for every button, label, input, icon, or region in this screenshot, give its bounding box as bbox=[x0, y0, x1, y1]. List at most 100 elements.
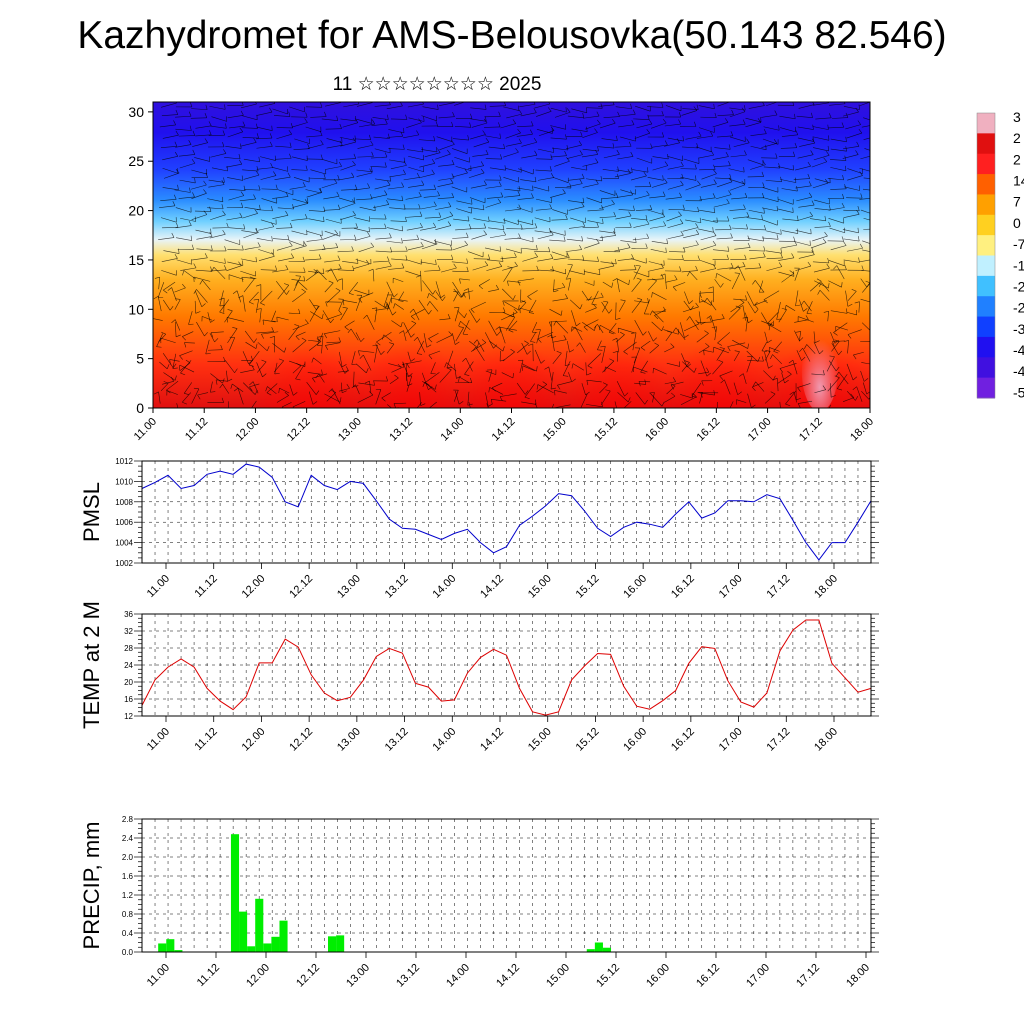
wind-barb bbox=[777, 208, 794, 213]
wind-barb-flag bbox=[571, 363, 574, 369]
wind-barb bbox=[429, 301, 439, 312]
wind-barb-flag bbox=[605, 389, 611, 392]
wind-barb-flag bbox=[190, 235, 193, 241]
x-tick-label: 15.00 bbox=[541, 416, 569, 444]
wind-barb bbox=[520, 227, 537, 230]
colorbar-frame bbox=[976, 112, 996, 399]
wind-barb bbox=[571, 166, 587, 171]
wind-barb-flag bbox=[484, 104, 487, 110]
wind-barb bbox=[255, 299, 259, 313]
wind-barb bbox=[191, 108, 208, 110]
wind-barb bbox=[781, 134, 798, 137]
wind-barb bbox=[174, 319, 181, 331]
wind-barb-flag bbox=[630, 103, 632, 109]
wind-barb bbox=[195, 269, 212, 272]
wind-barb-flag bbox=[833, 265, 838, 270]
wind-barb-flag bbox=[513, 308, 518, 313]
wind-barb-flag bbox=[322, 268, 325, 274]
wind-barb-flag bbox=[173, 120, 176, 126]
wind-barb bbox=[733, 216, 749, 219]
wind-barb-flag bbox=[878, 186, 879, 191]
wind-barb-flag bbox=[710, 150, 714, 156]
wind-barb bbox=[292, 323, 309, 331]
wind-barb bbox=[712, 122, 729, 128]
wind-barb-flag bbox=[509, 315, 515, 318]
wind-barb bbox=[582, 132, 598, 138]
wind-barb-flag bbox=[527, 296, 532, 300]
wind-barb-flag bbox=[256, 284, 261, 287]
wind-barb bbox=[863, 217, 870, 221]
y-tick-label: 1012 bbox=[115, 457, 133, 466]
wind-barb-flag bbox=[601, 235, 603, 241]
wind-barb bbox=[777, 198, 794, 205]
wind-barb bbox=[403, 322, 412, 338]
wind-barb-flag bbox=[704, 298, 708, 303]
wind-barb-flag bbox=[837, 388, 843, 391]
wind-barb bbox=[836, 374, 848, 389]
wind-barb bbox=[864, 148, 870, 151]
wind-barb bbox=[467, 391, 470, 406]
wind-barb bbox=[418, 299, 429, 315]
colorbar-swatch bbox=[977, 316, 995, 338]
wind-barb-flag bbox=[807, 261, 812, 267]
wind-barb-flag bbox=[208, 121, 212, 126]
wind-barb bbox=[160, 199, 177, 202]
wind-barb bbox=[631, 299, 643, 314]
wind-barb bbox=[236, 290, 242, 303]
wind-barb-flag bbox=[320, 154, 323, 160]
wind-barb bbox=[584, 242, 600, 249]
wind-barb-flag bbox=[319, 130, 323, 136]
wind-barb bbox=[374, 184, 391, 190]
wind-barb-flag bbox=[384, 214, 387, 220]
wind-barb bbox=[555, 320, 569, 334]
wind-barb bbox=[256, 137, 273, 140]
wind-barb-flag bbox=[369, 391, 374, 396]
wind-barb bbox=[376, 332, 392, 343]
y-tick-label: 2.4 bbox=[122, 834, 134, 843]
wind-barb-flag bbox=[302, 182, 306, 187]
x-tick-label: 16.12 bbox=[669, 726, 697, 754]
wind-barb bbox=[406, 375, 413, 392]
wind-barb bbox=[554, 111, 571, 118]
wind-barb bbox=[766, 266, 782, 272]
wind-barb-flag bbox=[729, 224, 732, 230]
wind-barb-flag bbox=[467, 216, 470, 222]
wind-barb-flag bbox=[341, 364, 347, 368]
wind-barb bbox=[712, 361, 724, 375]
wind-barb bbox=[340, 214, 356, 220]
wind-barb bbox=[843, 259, 860, 263]
wind-barb-flag bbox=[243, 185, 246, 191]
wind-barb-flag bbox=[746, 212, 750, 217]
wind-barb-flag bbox=[451, 254, 454, 260]
wind-barb bbox=[682, 361, 695, 373]
wind-barb bbox=[666, 215, 682, 222]
wind-barb bbox=[452, 172, 468, 178]
colorbar-swatch bbox=[977, 113, 995, 134]
wind-barb-flag bbox=[461, 292, 466, 298]
wind-barb bbox=[159, 124, 176, 128]
wind-barb bbox=[517, 237, 534, 243]
wind-barb-flag bbox=[226, 222, 229, 228]
wind-barb-flag bbox=[536, 366, 538, 372]
wind-barb-flag bbox=[556, 351, 562, 354]
wind-barb-flag bbox=[320, 102, 323, 108]
wind-barb-flag bbox=[472, 346, 476, 352]
wind-barb bbox=[208, 134, 225, 136]
wind-barb bbox=[585, 362, 587, 376]
wind-barb-flag bbox=[857, 205, 860, 211]
wind-barb-flag bbox=[269, 141, 273, 147]
wind-barb bbox=[698, 105, 715, 110]
wind-barb bbox=[765, 102, 779, 107]
wind-barb bbox=[428, 333, 439, 339]
wind-barb-flag bbox=[303, 241, 307, 246]
y-tick-label: 15 bbox=[128, 252, 144, 268]
wind-barb bbox=[160, 217, 177, 223]
wind-barb bbox=[166, 380, 179, 391]
wind-barb bbox=[435, 206, 451, 210]
wind-barb-flag bbox=[728, 190, 732, 195]
wind-barb-flag bbox=[697, 255, 700, 261]
wind-barb bbox=[470, 301, 486, 310]
wind-barb-flag bbox=[518, 233, 521, 239]
wind-barb bbox=[534, 217, 551, 223]
wind-barb-flag bbox=[373, 380, 375, 386]
